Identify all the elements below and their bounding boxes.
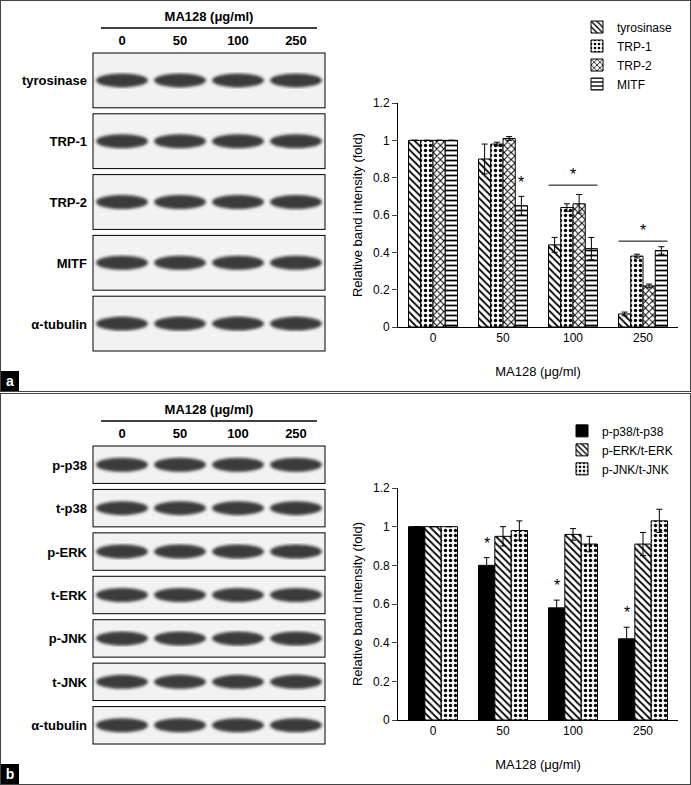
svg-text:MA128 (μg/ml): MA128 (μg/ml) bbox=[495, 364, 581, 379]
svg-text:MA128 (μg/ml): MA128 (μg/ml) bbox=[495, 757, 581, 772]
svg-text:100: 100 bbox=[563, 724, 583, 738]
svg-text:*: * bbox=[484, 535, 490, 552]
svg-text:*: * bbox=[554, 577, 560, 594]
svg-text:0.2: 0.2 bbox=[373, 283, 390, 297]
svg-text:MA128 (μg/ml): MA128 (μg/ml) bbox=[165, 402, 254, 417]
svg-text:MITF: MITF bbox=[617, 78, 645, 92]
svg-text:0: 0 bbox=[118, 426, 125, 441]
svg-text:TRP-2: TRP-2 bbox=[49, 195, 87, 210]
svg-text:50: 50 bbox=[496, 724, 510, 738]
svg-text:1: 1 bbox=[383, 134, 390, 148]
svg-text:p-p38: p-p38 bbox=[52, 458, 87, 473]
svg-text:0.4: 0.4 bbox=[373, 636, 390, 650]
svg-text:*: * bbox=[518, 174, 524, 191]
svg-text:1: 1 bbox=[383, 520, 390, 534]
svg-text:α-tubulin: α-tubulin bbox=[31, 317, 87, 332]
svg-text:p-JNK/t-JNK: p-JNK/t-JNK bbox=[602, 463, 669, 477]
svg-text:50: 50 bbox=[173, 33, 187, 48]
svg-text:0: 0 bbox=[430, 331, 437, 345]
svg-text:1.2: 1.2 bbox=[373, 481, 390, 495]
svg-text:a: a bbox=[6, 373, 14, 389]
svg-text:0: 0 bbox=[383, 320, 390, 334]
svg-text:TRP-2: TRP-2 bbox=[617, 59, 652, 73]
svg-text:50: 50 bbox=[496, 331, 510, 345]
svg-text:Relative band intensity (fold): Relative band intensity (fold) bbox=[350, 522, 365, 686]
svg-text:α-tubulin: α-tubulin bbox=[31, 718, 87, 733]
svg-text:250: 250 bbox=[285, 426, 307, 441]
svg-text:0: 0 bbox=[118, 33, 125, 48]
svg-text:0.4: 0.4 bbox=[373, 246, 390, 260]
svg-text:TRP-1: TRP-1 bbox=[49, 134, 87, 149]
svg-text:p-p38/t-p38: p-p38/t-p38 bbox=[602, 425, 664, 439]
svg-text:250: 250 bbox=[633, 724, 653, 738]
svg-text:250: 250 bbox=[633, 331, 653, 345]
svg-text:0.8: 0.8 bbox=[373, 171, 390, 185]
svg-text:MA128 (μg/ml): MA128 (μg/ml) bbox=[165, 9, 254, 24]
svg-text:250: 250 bbox=[285, 33, 307, 48]
svg-text:t-JNK: t-JNK bbox=[52, 675, 87, 690]
svg-text:*: * bbox=[570, 166, 576, 183]
svg-text:0.6: 0.6 bbox=[373, 208, 390, 222]
svg-text:TRP-1: TRP-1 bbox=[617, 40, 652, 54]
svg-text:0.8: 0.8 bbox=[373, 559, 390, 573]
svg-text:100: 100 bbox=[227, 33, 249, 48]
svg-text:100: 100 bbox=[563, 331, 583, 345]
svg-text:*: * bbox=[640, 222, 646, 239]
svg-text:MITF: MITF bbox=[57, 256, 87, 271]
svg-text:p-ERK: p-ERK bbox=[47, 545, 87, 560]
svg-text:tyrosinase: tyrosinase bbox=[617, 21, 672, 35]
svg-text:0.6: 0.6 bbox=[373, 597, 390, 611]
svg-text:tyrosinase: tyrosinase bbox=[22, 73, 87, 88]
svg-text:*: * bbox=[624, 604, 630, 621]
svg-text:Relative band intensity (fold): Relative band intensity (fold) bbox=[350, 133, 365, 297]
svg-text:t-p38: t-p38 bbox=[56, 501, 87, 516]
svg-text:1.2: 1.2 bbox=[373, 96, 390, 110]
svg-text:50: 50 bbox=[173, 426, 187, 441]
svg-text:p-JNK: p-JNK bbox=[49, 631, 88, 646]
svg-text:0: 0 bbox=[430, 724, 437, 738]
svg-text:0.2: 0.2 bbox=[373, 675, 390, 689]
svg-text:t-ERK: t-ERK bbox=[51, 588, 88, 603]
svg-text:0: 0 bbox=[383, 713, 390, 727]
svg-text:b: b bbox=[6, 766, 15, 782]
svg-text:p-ERK/t-ERK: p-ERK/t-ERK bbox=[602, 444, 673, 458]
svg-text:100: 100 bbox=[227, 426, 249, 441]
